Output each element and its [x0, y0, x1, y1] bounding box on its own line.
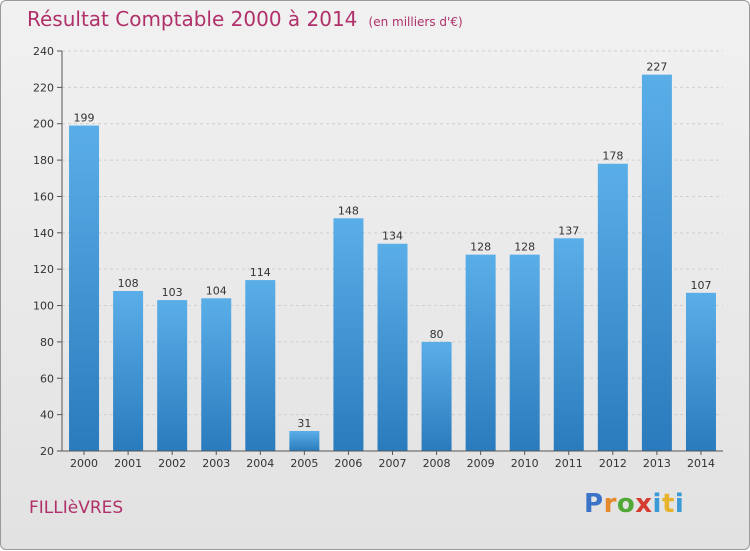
x-tick-label: 2004: [246, 457, 274, 470]
x-tick-label: 2002: [158, 457, 186, 470]
bar: [377, 243, 408, 451]
bar-value-label: 128: [470, 241, 491, 254]
bar: [421, 341, 452, 451]
bar-value-label: 128: [514, 241, 535, 254]
bar-value-label: 107: [690, 279, 711, 292]
bar-value-label: 134: [382, 230, 403, 243]
x-tick-label: 2003: [202, 457, 230, 470]
y-tick-label: 140: [33, 227, 54, 240]
bar: [641, 74, 672, 452]
x-tick-label: 2012: [599, 457, 627, 470]
labels: 20 40 60 80 100 120 140 160 180 200 220 240 199 2000 1…: [33, 45, 715, 470]
bar-value-label: 114: [250, 266, 271, 279]
bar: [113, 291, 144, 451]
bar: [597, 163, 628, 451]
bar-value-label: 103: [162, 286, 183, 299]
x-tick-label: 2010: [511, 457, 539, 470]
proxiti-logo: Proxiti: [584, 489, 684, 519]
x-tick-label: 2014: [687, 457, 715, 470]
bars: [69, 74, 716, 452]
y-tick-label: 20: [40, 445, 54, 458]
bar: [69, 125, 100, 451]
logo-letter: o: [616, 489, 636, 519]
bar-value-label: 108: [118, 277, 139, 290]
bar: [465, 254, 496, 451]
x-tick-label: 2008: [423, 457, 451, 470]
y-tick-label: 80: [40, 336, 54, 349]
place-name: FILLIèVRES: [29, 498, 124, 518]
y-tick-label: 40: [40, 409, 54, 422]
x-tick-label: 2005: [290, 457, 318, 470]
bar-value-label: 137: [558, 224, 579, 237]
x-tick-label: 2011: [555, 457, 583, 470]
y-tick-label: 60: [40, 372, 54, 385]
y-tick-label: 100: [33, 300, 54, 313]
bar-value-label: 227: [646, 61, 667, 74]
bar: [201, 298, 232, 451]
axes: [57, 50, 723, 455]
logo-letter: i: [652, 489, 662, 519]
bar-value-label: 80: [430, 328, 444, 341]
y-tick-label: 180: [33, 154, 54, 167]
y-tick-label: 220: [33, 81, 54, 94]
logo-letter: r: [603, 489, 617, 519]
bar-value-label: 31: [297, 417, 311, 430]
bar-value-label: 148: [338, 204, 359, 217]
y-tick-label: 200: [33, 118, 54, 131]
bar-value-label: 104: [206, 284, 227, 297]
logo-letter: P: [584, 489, 604, 519]
x-tick-label: 2006: [334, 457, 362, 470]
bar: [157, 300, 188, 451]
bar: [245, 280, 276, 451]
bar: [289, 431, 320, 451]
x-tick-label: 2009: [467, 457, 495, 470]
y-tick-label: 160: [33, 190, 54, 203]
bar-value-label: 199: [74, 112, 95, 125]
chart-subtitle: (en milliers d'€): [368, 15, 463, 29]
bar: [553, 238, 584, 451]
bar-value-label: 178: [602, 150, 623, 163]
bar: [509, 254, 540, 451]
logo-letter: i: [674, 489, 685, 519]
y-tick-label: 120: [33, 263, 54, 276]
chart-title: Résultat Comptable 2000 à 2014 (en milli…: [27, 7, 463, 31]
logo-letter: t: [661, 489, 675, 519]
bar: [685, 292, 716, 451]
bar: [333, 218, 364, 451]
x-tick-label: 2001: [114, 457, 142, 470]
x-tick-label: 2013: [643, 457, 671, 470]
logo-letter: x: [635, 489, 653, 519]
x-tick-label: 2007: [379, 457, 407, 470]
y-tick-label: 240: [33, 45, 54, 58]
x-tick-label: 2000: [70, 457, 98, 470]
chart-title-main: Résultat Comptable 2000 à 2014: [27, 7, 358, 31]
